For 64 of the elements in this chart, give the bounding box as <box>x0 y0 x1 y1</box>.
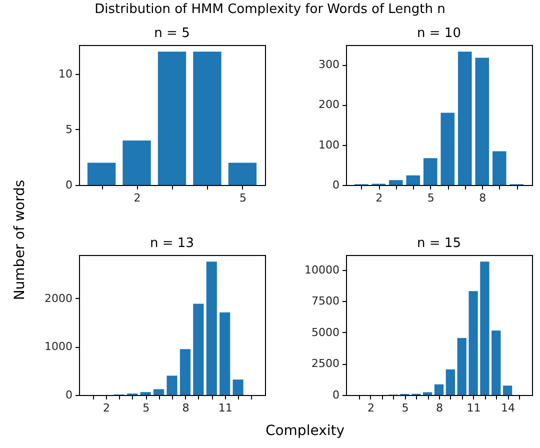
y-tick-label: 10000 <box>304 263 340 276</box>
x-tick-label: 5 <box>239 192 246 204</box>
x-tick-label: 2 <box>367 402 374 414</box>
bar <box>423 158 438 185</box>
y-tick-label: 10 <box>58 67 72 80</box>
x-tick-label: 2 <box>102 402 110 414</box>
chart-title: n = 10 <box>417 26 461 41</box>
chart-title: n = 15 <box>417 236 461 251</box>
bar <box>468 291 478 395</box>
bar <box>220 312 230 395</box>
x-tick-label: 2 <box>376 192 383 204</box>
bar <box>475 58 490 185</box>
text: Distribution of HMM Complexity for Words of Length n <box>94 2 446 17</box>
x-tick-label: 2 <box>134 192 141 204</box>
y-tick-label: 0 <box>332 388 340 402</box>
bar <box>193 304 204 395</box>
bar <box>492 151 506 185</box>
x-tick-label: 8 <box>479 192 486 204</box>
bar <box>154 389 164 395</box>
x-tick-label: 5 <box>142 402 150 414</box>
y-tick-label: 300 <box>318 58 340 72</box>
bar <box>434 384 444 395</box>
y-tick-label: 1000 <box>44 340 72 354</box>
y-tick-label: 7500 <box>312 294 340 308</box>
bar <box>206 262 217 395</box>
bar <box>228 162 257 185</box>
bar <box>502 386 512 395</box>
text: Complexity <box>264 423 346 439</box>
y-tick-label: 5000 <box>312 326 340 339</box>
y-tick-label: 0 <box>66 178 72 192</box>
bar <box>166 376 178 395</box>
bar <box>193 52 222 185</box>
y-tick-label: 5 <box>66 122 72 136</box>
bar <box>423 392 432 395</box>
x-tick-label: 11 <box>218 402 232 414</box>
x-tick-label: 14 <box>501 402 516 414</box>
bar <box>180 349 190 395</box>
bar <box>158 52 186 185</box>
bar <box>406 175 420 185</box>
x-tick-label: 8 <box>436 402 443 414</box>
x-tick-label: 8 <box>182 402 190 414</box>
y-tick-label: 200 <box>318 98 340 112</box>
y-tick-label: 100 <box>318 138 340 152</box>
bar <box>122 140 151 185</box>
y-tick-label: 0 <box>66 388 72 402</box>
bar <box>87 162 116 185</box>
bar <box>388 180 403 185</box>
bar <box>446 369 455 395</box>
bar <box>458 52 472 185</box>
bar <box>140 392 151 395</box>
chart-title: n = 5 <box>154 26 190 41</box>
bar <box>232 380 244 395</box>
bar <box>457 338 466 395</box>
x-tick-label: 5 <box>402 402 409 414</box>
bar <box>492 330 501 395</box>
bar <box>440 112 455 185</box>
x-tick-label: 11 <box>466 402 481 414</box>
y-tick-label: 0 <box>332 178 340 192</box>
text: Number of words <box>12 180 28 300</box>
y-tick-label: 2000 <box>44 292 72 305</box>
chart-title: n = 13 <box>150 236 194 251</box>
x-tick-label: 5 <box>427 192 434 204</box>
y-tick-label: 2500 <box>312 357 340 370</box>
bar <box>480 262 490 395</box>
